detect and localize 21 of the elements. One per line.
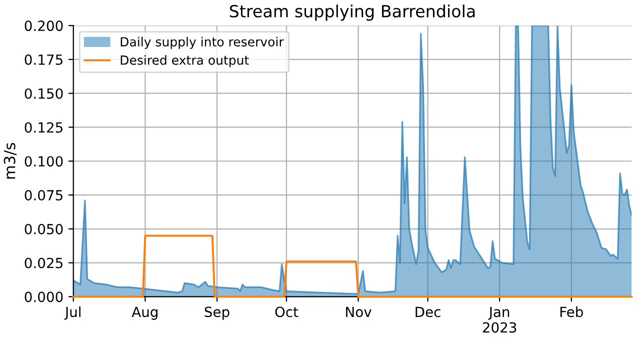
legend-label: Desired extra output bbox=[120, 55, 249, 68]
y-tick-label: 0.000 bbox=[24, 292, 63, 302]
legend-label: Daily supply into reservoir bbox=[120, 36, 284, 49]
y-tick-label: 0.100 bbox=[24, 156, 63, 167]
x-tick-label: Jul bbox=[64, 306, 80, 320]
y-tick-label: 0.075 bbox=[24, 190, 62, 200]
x-tick-label: Oct bbox=[275, 306, 298, 318]
y-tick-label: 0.150 bbox=[24, 88, 63, 99]
y-tick-label: 0.200 bbox=[24, 20, 63, 32]
y-tick-label: 0.125 bbox=[24, 122, 62, 133]
x-tick-label: Aug bbox=[132, 306, 158, 320]
y-axis-title: m3/s bbox=[4, 143, 17, 179]
x-tick-label: Sep bbox=[204, 306, 230, 320]
x-tick-label: Dec bbox=[416, 306, 440, 318]
x-tick-label: Jan 2023 bbox=[482, 306, 516, 333]
chart-title: Stream supplying Barrendiola bbox=[230, 4, 475, 21]
y-tick-label: 0.050 bbox=[24, 224, 63, 234]
x-tick-label: Nov bbox=[346, 306, 372, 318]
x-tick-label: Feb bbox=[560, 306, 583, 318]
y-tick-label: 0.025 bbox=[24, 258, 62, 268]
y-tick-label: 0.175 bbox=[24, 54, 62, 65]
